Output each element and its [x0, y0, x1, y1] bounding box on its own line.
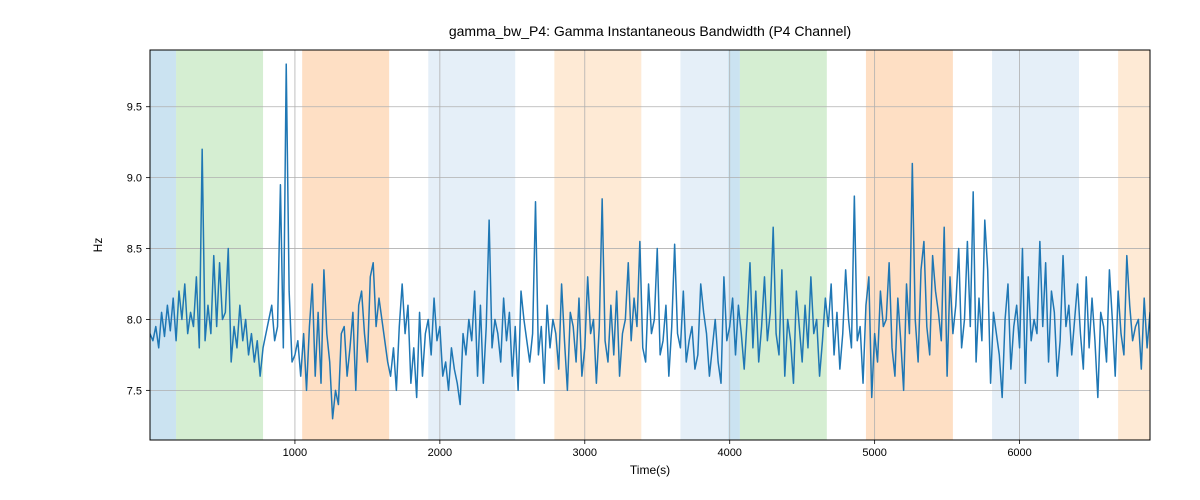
chart-title: gamma_bw_P4: Gamma Instantaneous Bandwid… [449, 23, 851, 39]
x-tick-label: 6000 [1007, 447, 1031, 459]
y-tick-label: 7.5 [127, 385, 142, 397]
shaded-region [866, 50, 953, 440]
shaded-region [428, 50, 515, 440]
y-axis-label: Hz [91, 238, 105, 253]
line-chart: 1000 2000 3000 4000 5000 6000 7.5 8.0 8.5 9.0 9.5 T… [0, 0, 1200, 500]
x-tick-label: 2000 [428, 447, 452, 459]
x-axis-label: Time(s) [630, 463, 670, 477]
shaded-region [176, 50, 263, 440]
x-tick-label: 3000 [573, 447, 597, 459]
y-tick-label: 8.5 [127, 244, 142, 256]
x-tick-label: 1000 [283, 447, 307, 459]
shaded-region [1118, 50, 1150, 440]
shaded-region [150, 50, 176, 440]
shaded-region [302, 50, 389, 440]
y-tick-label: 9.0 [127, 173, 142, 185]
shaded-region [992, 50, 1079, 440]
shaded-region [740, 50, 827, 440]
y-tick-label: 9.5 [127, 102, 142, 114]
x-tick-label: 5000 [862, 447, 886, 459]
chart-container: 1000 2000 3000 4000 5000 6000 7.5 8.0 8.5 9.0 9.5 T… [0, 0, 1200, 500]
y-tick-label: 8.0 [127, 314, 142, 326]
x-tick-label: 4000 [717, 447, 741, 459]
